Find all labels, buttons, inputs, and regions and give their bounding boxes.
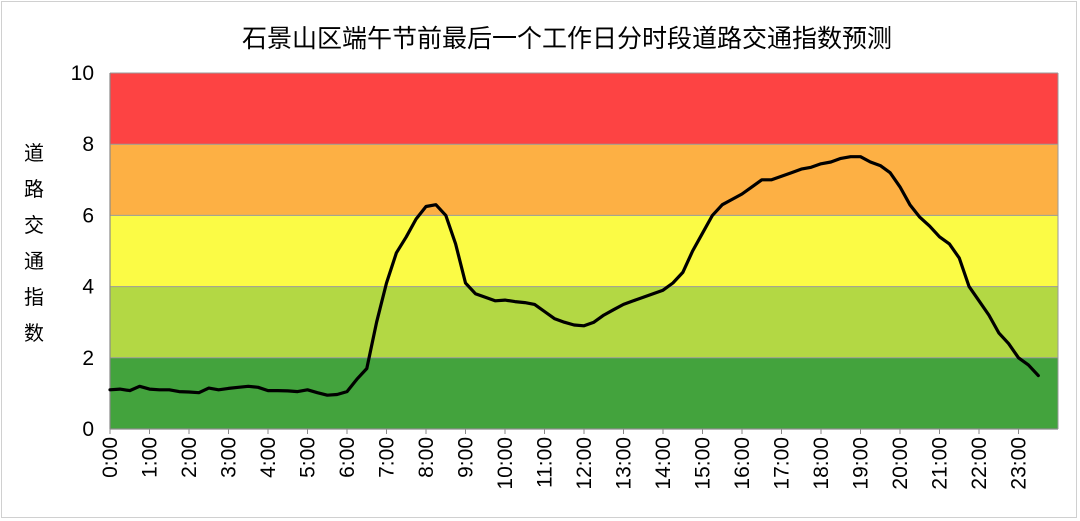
x-tick-label-20: 20:00 [889, 437, 912, 490]
x-tick-label-15: 15:00 [692, 437, 715, 490]
x-tick-label-19: 19:00 [850, 437, 873, 490]
x-tick-label-21: 21:00 [929, 437, 952, 490]
x-tick-label-5: 5:00 [297, 437, 320, 478]
x-tick-labels: 0:00 1:00 2:00 3:00 4:00 5:00 6:00 7:00 8:00 9:00… [99, 437, 1031, 490]
band-4 [110, 73, 1058, 145]
x-tick-label-14: 14:00 [652, 437, 675, 490]
x-tick-label-22: 22:00 [968, 437, 991, 490]
y-tick-label-3: 6 [82, 204, 94, 227]
x-tick-label-8: 8:00 [415, 437, 438, 478]
x-tick-label-12: 12:00 [573, 437, 596, 490]
x-tick-label-1: 1:00 [139, 437, 162, 478]
x-tick-label-6: 6:00 [336, 437, 359, 478]
y-axis-label-char-3: 通 [24, 249, 44, 273]
y-axis-label-char-5: 数 [24, 321, 44, 345]
y-tick-label-0: 0 [82, 418, 94, 441]
x-tick-label-9: 9:00 [455, 437, 478, 478]
axes-group [109, 73, 1059, 434]
y-axis-label-char-4: 指 [24, 285, 44, 309]
x-tick-label-3: 3:00 [218, 437, 241, 478]
y-tick-label-4: 8 [82, 133, 94, 156]
x-tick-label-17: 17:00 [771, 437, 794, 490]
band-group [110, 72, 1058, 429]
x-tick-label-10: 10:00 [494, 437, 517, 490]
chart-title: 石景山区端午节前最后一个工作日分时段道路交通指数预测 [242, 24, 892, 53]
y-tick-label-5: 10 [71, 62, 94, 85]
x-tick-label-16: 16:00 [731, 437, 754, 490]
x-tick-label-23: 23:00 [1008, 437, 1031, 490]
x-tick-label-0: 0:00 [99, 437, 122, 478]
y-axis-label-char-1: 路 [24, 177, 44, 201]
y-axis-label-char-0: 道 [24, 141, 44, 165]
band-0 [110, 357, 1058, 429]
x-tick-label-2: 2:00 [178, 437, 201, 478]
x-tick-label-4: 4:00 [257, 437, 280, 478]
x-tick-label-7: 7:00 [376, 437, 399, 478]
y-axis-label-char-2: 交 [24, 213, 44, 237]
x-tick-label-18: 18:00 [810, 437, 833, 490]
y-axis-label: 道路交通指数 [24, 141, 44, 345]
y-tick-label-2: 4 [82, 276, 94, 299]
series-line-traffic-index [108, 155, 1040, 397]
y-tick-label-1: 2 [82, 347, 94, 370]
band-2 [110, 215, 1058, 287]
band-3 [110, 144, 1058, 216]
y-tick-labels: 0 2 4 6 8 10 [71, 62, 95, 441]
band-1 [110, 286, 1058, 358]
x-tick-label-13: 13:00 [613, 437, 636, 490]
x-tick-label-11: 11:00 [534, 437, 557, 488]
